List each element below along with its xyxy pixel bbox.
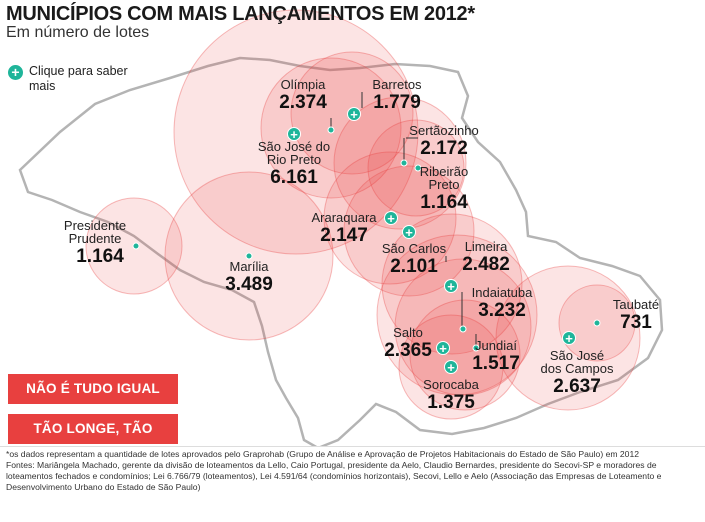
city-name: São José do Rio Preto <box>257 139 331 167</box>
dot-sertaozinho <box>400 159 408 167</box>
city-button-sao-jose-rio-preto[interactable]: + <box>287 127 301 142</box>
city-name: São José dos Campos <box>540 348 614 376</box>
city-button-sorocaba[interactable]: + <box>444 360 458 375</box>
city-name: Salto <box>393 325 423 340</box>
city-sao-jose-dos-campos: São José dos Campos 2.637 <box>538 349 616 396</box>
hint: + Clique para saber mais <box>8 64 129 94</box>
city-jundiai: Jundiaí 1.517 <box>466 339 526 373</box>
city-name: Taubaté <box>612 297 660 312</box>
dot-presidente-prudente <box>132 242 140 250</box>
city-name: Ribeirão Preto <box>419 164 469 192</box>
city-value: 2.101 <box>390 256 438 277</box>
plus-icon: + <box>8 65 23 80</box>
city-value: 731 <box>620 312 652 333</box>
dot-jundiai <box>472 344 480 352</box>
city-sorocaba: Sorocaba 1.375 <box>416 378 486 412</box>
city-name: Jundiaí <box>475 338 517 353</box>
city-value: 2.147 <box>320 225 368 246</box>
footnote-line-1: *os dados representam a quantidade de lo… <box>6 449 640 459</box>
city-button-araraquara[interactable]: + <box>384 211 398 226</box>
city-taubate: Taubaté 731 <box>604 298 668 332</box>
city-name: Marília <box>229 259 269 274</box>
footnote: *os dados representam a quantidade de lo… <box>0 446 705 522</box>
city-name: Limeira <box>464 239 508 254</box>
hint-text: Clique para saber mais <box>29 64 128 93</box>
city-name: Sorocaba <box>423 377 479 392</box>
dot-taubate <box>593 319 601 327</box>
city-name: Olímpia <box>280 77 326 92</box>
city-barretos: Barretos 1.779 <box>362 78 432 112</box>
city-value: 2.482 <box>462 254 510 275</box>
state-outline <box>18 56 664 450</box>
city-name: Presidente Prudente <box>63 218 127 246</box>
city-olimpia: Olímpia 2.374 <box>268 78 338 112</box>
city-value: 1.164 <box>420 192 468 213</box>
city-sao-jose-rio-preto: São José do Rio Preto 6.161 <box>254 140 334 187</box>
dot-indaiatuba <box>459 325 467 333</box>
city-name: São Carlos <box>381 241 447 256</box>
city-sao-carlos: São Carlos 2.101 <box>376 242 452 276</box>
tab-tao-longe-tao-perto[interactable]: TÃO LONGE, TÃO PERTO <box>8 414 178 466</box>
city-value: 3.489 <box>225 274 273 295</box>
dot-marilia <box>245 252 253 260</box>
city-button-sao-carlos[interactable]: + <box>402 225 416 240</box>
city-name: Sertãozinho <box>409 123 479 138</box>
city-value: 2.637 <box>553 376 601 397</box>
city-indaiatuba: Indaiatuba 3.232 <box>462 286 542 320</box>
city-limeira: Limeira 2.482 <box>454 240 518 274</box>
city-sertaozinho: Sertãozinho 2.172 <box>404 124 484 158</box>
city-presidente-prudente: Presidente Prudente 1.164 <box>60 219 140 266</box>
city-marilia: Marília 3.489 <box>214 260 284 294</box>
city-value: 1.164 <box>76 246 124 267</box>
bubble-jundiai <box>409 299 521 411</box>
city-name: Araraquara <box>311 210 377 225</box>
city-value: 6.161 <box>270 167 318 188</box>
city-button-salto[interactable]: + <box>436 341 450 356</box>
city-button-barretos[interactable]: + <box>347 107 361 122</box>
city-value: 2.365 <box>384 340 432 361</box>
city-value: 1.779 <box>373 92 421 113</box>
city-name: Indaiatuba <box>471 285 533 300</box>
bubble-indaiatuba <box>376 234 538 396</box>
dot-ribeirao <box>414 164 422 172</box>
tab-nao-e-tudo-igual[interactable]: NÃO É TUDO IGUAL <box>8 374 178 404</box>
city-araraquara: Araraquara 2.147 <box>306 211 382 245</box>
city-ribeirao-preto: Ribeirão Preto 1.164 <box>414 165 474 212</box>
city-value: 2.374 <box>279 92 327 113</box>
city-value: 3.232 <box>478 300 526 321</box>
city-value: 1.375 <box>427 392 475 413</box>
page-subtitle: Em número de lotes <box>6 24 150 41</box>
city-button-limeira[interactable]: + <box>444 279 458 294</box>
bubble-sertaozinho <box>333 96 467 230</box>
city-button-sao-jose-dos-campos[interactable]: + <box>562 331 576 346</box>
footnote-line-2: Fontes: Mariângela Machado, gerente da d… <box>6 460 662 492</box>
city-name: Barretos <box>372 77 422 92</box>
page-title: MUNICÍPIOS COM MAIS LANÇAMENTOS EM 2012* <box>6 3 475 25</box>
dot-olimpia <box>327 126 335 134</box>
city-value: 2.172 <box>420 138 468 159</box>
city-salto: Salto 2.365 <box>378 326 438 360</box>
city-value: 1.517 <box>472 353 520 374</box>
